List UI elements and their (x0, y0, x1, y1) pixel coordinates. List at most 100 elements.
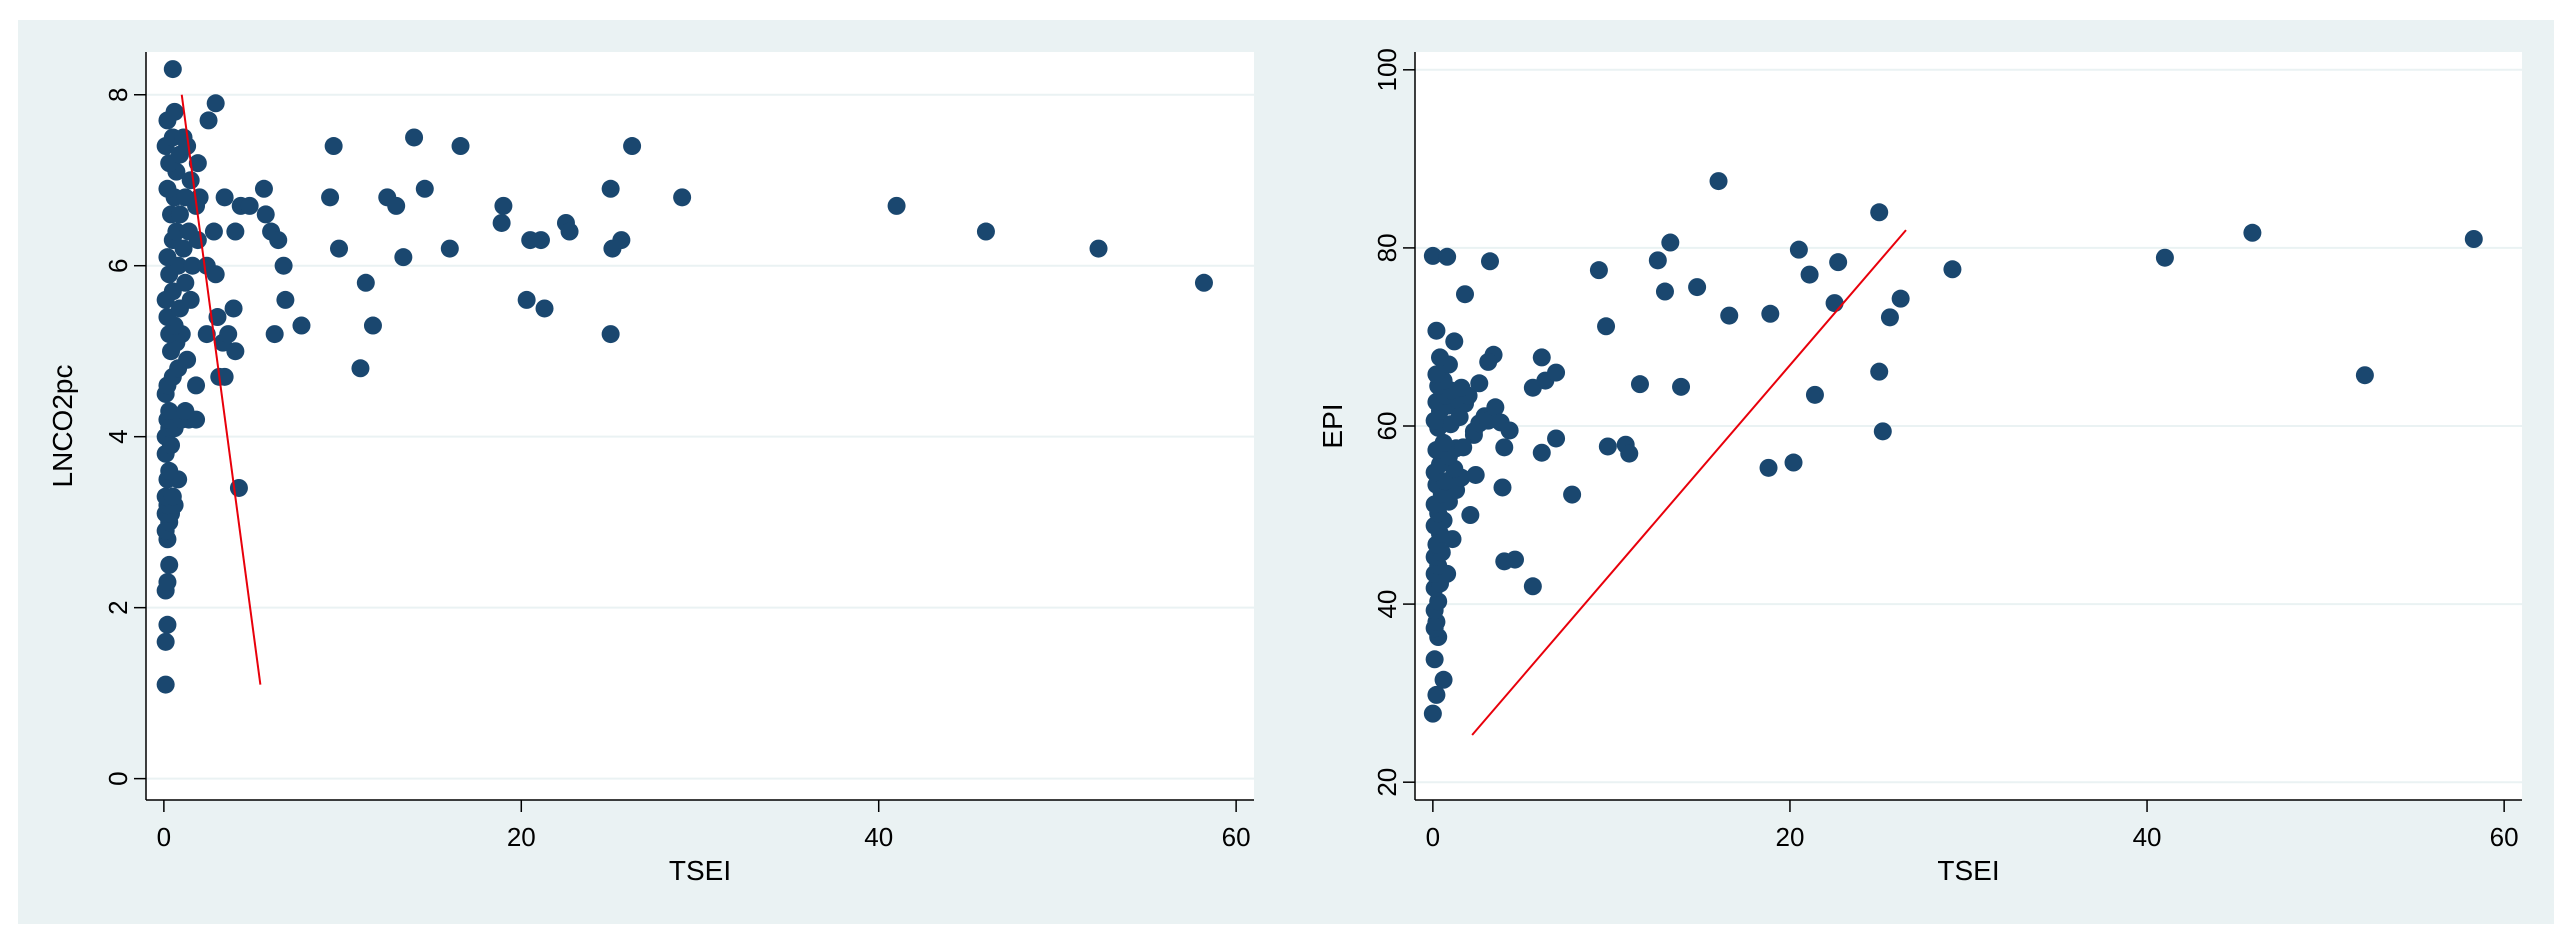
data-point (160, 402, 179, 421)
data-point (1454, 438, 1473, 457)
data-point (1532, 348, 1551, 367)
x-tick-label: 0 (157, 822, 171, 852)
data-point (165, 102, 184, 121)
data-point (292, 316, 311, 335)
y-axis-title: LNCO2pc (47, 365, 78, 488)
data-point (612, 231, 631, 250)
data-point (226, 342, 245, 361)
data-point (1455, 285, 1474, 304)
data-point (187, 376, 206, 395)
data-point (1873, 422, 1892, 441)
data-point (181, 171, 200, 190)
data-point (265, 325, 284, 344)
fit-line (180, 94, 262, 685)
data-point (1194, 273, 1213, 292)
data-point (517, 290, 536, 309)
data-point (1427, 321, 1446, 340)
data-point (387, 196, 406, 215)
data-point (1563, 485, 1582, 504)
data-point (887, 196, 906, 215)
data-point (623, 137, 642, 156)
data-point (351, 359, 370, 378)
x-tick-label: 40 (864, 822, 893, 852)
data-point (1547, 363, 1566, 382)
data-point (1648, 251, 1667, 270)
data-point (158, 615, 177, 634)
y-tick-label: 40 (1372, 590, 1402, 619)
y-tick-label: 100 (1372, 48, 1402, 91)
data-point (1597, 317, 1616, 336)
y-tick-label: 2 (103, 600, 133, 614)
data-point (1495, 438, 1514, 457)
data-point (394, 248, 413, 267)
data-point (1825, 294, 1844, 313)
fit-line (1471, 229, 1907, 736)
data-point (1943, 260, 1962, 279)
x-tick-label: 60 (1222, 822, 1251, 852)
data-point (1423, 246, 1442, 265)
data-point (1598, 437, 1617, 456)
data-point (174, 128, 193, 147)
data-point (1829, 253, 1848, 272)
data-point (176, 273, 195, 292)
data-point (206, 265, 225, 284)
data-point (1461, 506, 1480, 525)
x-axis-title: TSEI (669, 855, 731, 886)
data-point (1438, 247, 1457, 266)
data-point (1547, 429, 1566, 448)
data-point (1880, 308, 1899, 327)
data-point (2243, 223, 2262, 242)
data-point (1493, 478, 1512, 497)
y-tick-label: 0 (103, 771, 133, 785)
y-tick-label: 4 (103, 429, 133, 443)
data-point (1761, 304, 1780, 323)
data-point (163, 487, 182, 506)
data-point (976, 222, 995, 241)
data-point (158, 179, 177, 198)
data-point (1655, 282, 1674, 301)
x-tick-label: 40 (2133, 822, 2162, 852)
data-point (415, 179, 434, 198)
data-point (2355, 366, 2374, 385)
data-point (274, 256, 293, 275)
data-point (181, 290, 200, 309)
data-point (176, 402, 195, 421)
data-point (363, 316, 382, 335)
data-point (451, 137, 470, 156)
data-point (535, 299, 554, 318)
data-point (160, 461, 179, 480)
data-point (1759, 458, 1778, 477)
data-point (1430, 348, 1449, 367)
data-point (601, 179, 620, 198)
data-point (206, 94, 225, 113)
data-point (1445, 332, 1464, 351)
x-tick-label: 0 (1426, 822, 1440, 852)
data-point (1479, 352, 1498, 371)
data-point (1800, 265, 1819, 284)
data-point (160, 555, 179, 574)
data-point (197, 325, 216, 344)
data-point (1425, 650, 1444, 669)
data-point (1480, 252, 1499, 271)
data-point (1434, 670, 1453, 689)
data-point (1486, 398, 1505, 417)
data-point (1672, 377, 1691, 396)
panel-epi: 20 40 60 80 100 0 20 40 60 TSEI EPI (1317, 48, 2522, 886)
data-point (158, 248, 177, 267)
data-point (199, 111, 218, 130)
data-point (2155, 248, 2174, 267)
data-point (324, 137, 343, 156)
data-point (1870, 362, 1889, 381)
data-point (1427, 365, 1446, 384)
data-point (1532, 443, 1551, 462)
data-point (1709, 172, 1728, 191)
data-point (560, 222, 579, 241)
data-point (1505, 550, 1524, 569)
data-point (190, 188, 209, 207)
data-point (240, 196, 259, 215)
y-tick-label: 60 (1372, 412, 1402, 441)
data-point (1789, 240, 1808, 259)
data-point (254, 179, 273, 198)
data-point (219, 325, 238, 344)
